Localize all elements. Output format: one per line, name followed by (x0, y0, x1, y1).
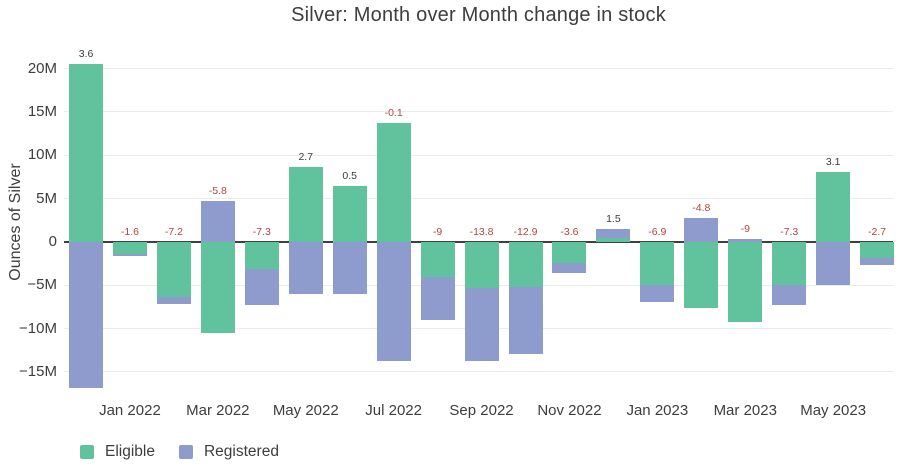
gridline (64, 371, 893, 373)
bar-eligible-oct-2022 (508, 241, 543, 287)
bar-eligible-sep-2022 (464, 241, 499, 288)
total-label-apr-2022: -7.3 (252, 225, 271, 238)
x-tick-label-jan-2022: Jan 2022 (99, 402, 161, 419)
total-label-may-2022: 2.7 (298, 150, 314, 163)
y-tick-label: 15M (27, 102, 57, 120)
x-tick-label-may-2022: May 2022 (272, 402, 339, 419)
x-tick-label-mar-2022: Mar 2022 (186, 402, 250, 419)
bar-eligible-mar-2022 (200, 241, 235, 333)
y-tick-label: 10M (27, 146, 57, 164)
chart-title: Silver: Month over Month change in stock (291, 4, 666, 26)
gridline (64, 68, 893, 70)
bar-registered-jun-2023 (860, 257, 895, 266)
bar-registered-apr-2022 (244, 268, 279, 306)
total-label-mar-2022: -5.8 (208, 185, 227, 198)
total-label-nov-2022: -3.6 (560, 225, 579, 238)
bar-registered-mar-2023 (728, 239, 763, 242)
total-label-jan-2022: -1.6 (120, 225, 139, 238)
bar-registered-feb-2023 (684, 217, 719, 242)
bar-eligible-may-2023 (816, 171, 851, 242)
bar-registered-mar-2022 (200, 201, 235, 242)
bar-eligible-jul-2022 (376, 123, 411, 242)
bar-eligible-jun-2022 (332, 185, 367, 242)
bar-registered-jan-2023 (640, 285, 675, 302)
y-tick-label: −15M (19, 362, 57, 380)
bar-registered-aug-2022 (420, 277, 455, 320)
gridline (64, 154, 893, 156)
bar-eligible-mar-2023 (728, 241, 763, 323)
bar-registered-dec-2021 (69, 241, 103, 389)
total-label-apr-2023: -7.3 (780, 225, 799, 238)
x-tick-label-jul-2022: Jul 2022 (365, 402, 422, 419)
x-tick-label-may-2023: May 2023 (800, 402, 867, 419)
y-tick-label: 0 (48, 232, 57, 250)
zero-axis-line (64, 240, 893, 243)
total-label-sep-2022: -13.8 (469, 225, 494, 238)
bar-eligible-apr-2022 (244, 241, 279, 269)
bar-eligible-dec-2021 (69, 64, 103, 242)
legend-label-registered: Registered (203, 443, 279, 460)
bar-registered-dec-2022 (596, 228, 631, 238)
total-label-feb-2023: -4.8 (692, 201, 711, 214)
total-label-feb-2022: -7.2 (164, 225, 183, 238)
bar-registered-may-2023 (816, 241, 851, 286)
legend-swatch-eligible-icon (80, 445, 94, 459)
bar-registered-jul-2022 (376, 241, 411, 362)
bar-registered-may-2022 (288, 241, 323, 294)
total-label-jun-2023: -2.7 (868, 225, 887, 238)
legend-label-eligible: Eligible (105, 443, 155, 460)
y-tick-label: −5M (27, 276, 57, 294)
bar-eligible-jan-2023 (640, 241, 675, 286)
bar-eligible-feb-2022 (156, 241, 191, 297)
bar-eligible-apr-2023 (772, 241, 807, 286)
bar-registered-jun-2022 (332, 241, 367, 294)
bar-registered-jan-2022 (112, 254, 147, 256)
bar-registered-oct-2022 (508, 286, 543, 354)
total-label-dec-2021: 3.6 (78, 48, 94, 61)
total-label-aug-2022: -9 (432, 225, 443, 238)
bar-eligible-nov-2022 (552, 241, 587, 263)
total-label-may-2023: 3.1 (825, 155, 841, 168)
legend-item-registered[interactable]: Registered (178, 443, 279, 461)
x-tick-label-jan-2023: Jan 2023 (626, 402, 689, 419)
bar-registered-sep-2022 (464, 287, 499, 362)
bar-registered-feb-2022 (156, 296, 191, 305)
legend-swatch-registered-icon (178, 445, 193, 459)
total-label-mar-2023: -9 (740, 223, 750, 236)
total-label-jan-2023: -6.9 (648, 225, 667, 238)
y-tick-label: 20M (27, 59, 57, 77)
bar-eligible-aug-2022 (420, 241, 455, 278)
bar-registered-nov-2022 (552, 262, 587, 274)
legend: Eligible Registered (80, 443, 279, 461)
legend-item-eligible[interactable]: Eligible (80, 443, 155, 461)
total-label-dec-2022: 1.5 (606, 212, 621, 225)
x-tick-label-nov-2022: Nov 2022 (537, 402, 602, 419)
x-tick-label-sep-2022: Sep 2022 (449, 402, 514, 419)
total-label-jun-2022: 0.5 (342, 169, 357, 182)
total-label-oct-2022: -12.9 (513, 225, 538, 238)
bar-registered-apr-2023 (772, 285, 807, 306)
bar-eligible-dec-2022 (596, 237, 631, 242)
total-label-jul-2022: -0.1 (384, 107, 403, 120)
gridline (64, 111, 893, 113)
bar-eligible-may-2022 (288, 166, 323, 242)
bar-eligible-feb-2023 (684, 241, 719, 308)
x-tick-label-mar-2023: Mar 2023 (713, 402, 777, 419)
y-tick-label: −10M (19, 319, 57, 337)
bar-eligible-jun-2023 (860, 241, 895, 258)
y-tick-label: 5M (36, 189, 57, 207)
bar-eligible-jan-2022 (112, 241, 147, 255)
gridline (64, 198, 893, 200)
